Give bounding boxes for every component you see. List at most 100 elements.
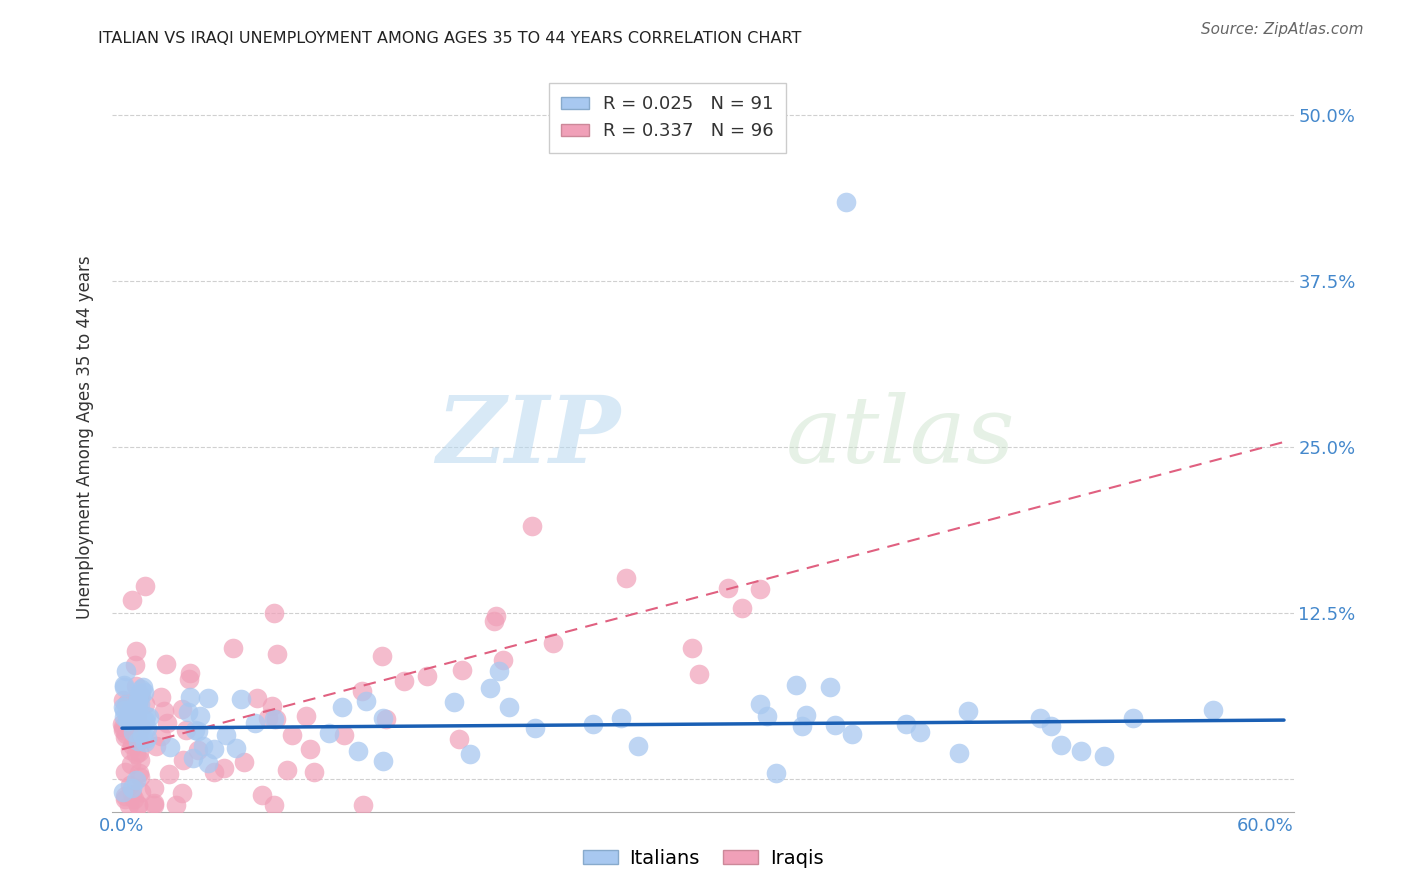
Point (117, 714, 139, 728)
Point (127, 734, 149, 748)
Point (416, 669, 439, 683)
Point (187, 743, 209, 757)
Point (222, 640, 245, 655)
Point (127, 697, 149, 711)
Point (129, 698, 152, 712)
Point (262, 699, 284, 714)
Point (225, 740, 247, 755)
Text: Source: ZipAtlas.com: Source: ZipAtlas.com (1201, 22, 1364, 37)
Point (112, 680, 135, 694)
Point (135, 709, 157, 723)
Point (257, 711, 280, 725)
Point (482, 614, 505, 628)
Point (841, 726, 863, 740)
Point (114, 765, 136, 780)
Point (118, 705, 141, 719)
Point (790, 719, 813, 733)
Legend: Italians, Iraqis: Italians, Iraqis (572, 839, 834, 878)
Point (118, 742, 141, 756)
Point (187, 724, 209, 739)
Point (127, 723, 149, 738)
Point (492, 653, 515, 667)
Point (174, 723, 197, 738)
Point (197, 691, 219, 706)
Point (112, 700, 135, 714)
Point (181, 751, 204, 765)
Point (478, 681, 501, 696)
Point (281, 728, 304, 742)
Point (794, 708, 817, 723)
Point (127, 696, 149, 710)
Point (125, 644, 148, 658)
Point (145, 739, 167, 753)
Point (121, 738, 143, 752)
Point (142, 798, 165, 813)
Point (352, 683, 374, 698)
Point (134, 685, 156, 699)
Point (127, 712, 149, 726)
Point (264, 712, 287, 726)
Point (276, 763, 298, 777)
Point (229, 692, 252, 706)
Point (134, 713, 156, 727)
Point (114, 789, 136, 803)
Point (370, 649, 392, 664)
Point (295, 708, 318, 723)
Point (122, 713, 145, 727)
Point (352, 798, 374, 813)
Point (127, 692, 149, 706)
Point (894, 717, 917, 731)
Point (121, 710, 143, 724)
Point (122, 725, 145, 739)
Point (835, 194, 858, 209)
Point (375, 712, 398, 726)
Point (134, 579, 156, 593)
Point (450, 663, 472, 677)
Point (112, 678, 135, 692)
Point (610, 711, 633, 725)
Point (128, 686, 150, 700)
Point (910, 724, 932, 739)
Point (115, 727, 138, 741)
Point (232, 755, 254, 769)
Text: ITALIAN VS IRAQI UNEMPLOYMENT AMONG AGES 35 TO 44 YEARS CORRELATION CHART: ITALIAN VS IRAQI UNEMPLOYMENT AMONG AGES… (98, 31, 801, 46)
Point (765, 766, 787, 780)
Point (128, 745, 150, 759)
Point (214, 728, 236, 742)
Point (1202, 703, 1225, 717)
Point (243, 716, 266, 731)
Point (749, 582, 772, 596)
Point (120, 778, 142, 792)
Point (498, 700, 520, 714)
Point (202, 764, 225, 779)
Point (485, 608, 508, 623)
Point (1049, 738, 1071, 752)
Point (717, 581, 740, 595)
Point (159, 739, 181, 754)
Point (129, 720, 152, 734)
Point (172, 753, 194, 767)
Y-axis label: Unemployment Among Ages 35 to 44 years: Unemployment Among Ages 35 to 44 years (76, 255, 94, 619)
Point (114, 730, 136, 744)
Point (125, 679, 148, 693)
Point (824, 718, 846, 732)
Point (447, 732, 470, 747)
Legend: R = 0.025   N = 91, R = 0.337   N = 96: R = 0.025 N = 91, R = 0.337 N = 96 (548, 83, 786, 153)
Point (134, 735, 156, 749)
Point (330, 700, 353, 714)
Point (142, 780, 165, 795)
Point (263, 606, 285, 620)
Point (392, 673, 415, 688)
Point (127, 691, 149, 706)
Point (246, 691, 269, 706)
Point (582, 717, 605, 731)
Point (333, 728, 356, 742)
Point (112, 710, 135, 724)
Point (112, 692, 135, 706)
Point (115, 664, 138, 678)
Point (120, 711, 142, 725)
Point (121, 592, 143, 607)
Point (172, 786, 194, 800)
Point (117, 712, 139, 726)
Point (156, 716, 179, 731)
